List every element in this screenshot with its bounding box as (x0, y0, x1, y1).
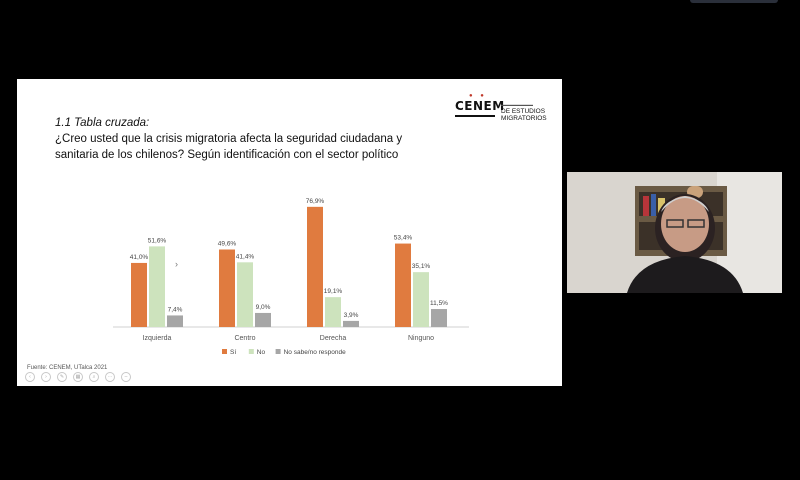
data-label-2-2: 3,9% (344, 312, 359, 319)
category-label-0: Izquierda (143, 335, 172, 342)
presenter-controls: ‹ › ✎ ▦ ⌕ ⋯ – (25, 372, 140, 382)
category-label-2: Derecha (320, 335, 347, 342)
logo-dots: ● ● (469, 93, 487, 99)
bar-1-2 (255, 312, 271, 327)
category-label-3: Ninguno (408, 335, 434, 342)
zoom-icon[interactable]: ⌕ (89, 372, 99, 382)
data-label-3-0: 53,4% (394, 235, 413, 242)
bar-3-2 (431, 309, 447, 327)
logo-mark: CENEM (455, 99, 505, 113)
category-label-1: Centro (234, 335, 255, 342)
participant-video-tile[interactable] (567, 172, 782, 293)
logo-line-2: MIGRATORIOS (501, 115, 547, 122)
legend-label-1: No (257, 349, 266, 356)
bar-0-1 (149, 246, 165, 327)
bar-chart: 41,0% 51,6% 7,4% Izquierda 49,6% 41,4% 9,0% Cen… (113, 198, 469, 356)
logo-line-1: DE ESTUDIOS (501, 108, 546, 115)
more-icon[interactable]: ⋯ (105, 372, 115, 382)
participant-hair (661, 196, 709, 212)
participant-video-frame (567, 172, 782, 293)
logo-underline (455, 115, 495, 117)
bar-2-1 (325, 297, 341, 327)
data-label-2-0: 76,9% (306, 198, 325, 205)
bar-3-1 (413, 272, 429, 327)
legend-label-2: No sabe/no responde (284, 349, 347, 356)
bar-1-1 (237, 262, 253, 327)
slide-title: 1.1 Tabla cruzada: ¿Creo usted que la cr… (55, 115, 455, 163)
bar-2-0 (307, 206, 323, 327)
presentation-slide: 1.1 Tabla cruzada: ¿Creo usted que la cr… (17, 79, 562, 386)
chevron-left-icon[interactable]: ‹ (25, 372, 35, 382)
data-label-3-2: 11,5% (430, 300, 448, 307)
minus-icon[interactable]: – (121, 372, 131, 382)
legend-swatch-1 (248, 349, 254, 354)
data-label-0-2: 7,4% (168, 306, 183, 313)
bar-1-0 (219, 249, 235, 327)
logo-small-line: ▬▬▬▬▬▬▬▬ (501, 102, 533, 107)
data-label-0-0: 41,0% (130, 254, 149, 261)
slides-grid-icon[interactable]: ▦ (73, 372, 83, 382)
participant-face (661, 196, 709, 252)
data-label-1-1: 41,4% (236, 253, 255, 260)
chevron-right-icon[interactable]: › (41, 372, 51, 382)
bar-2-2 (343, 320, 359, 327)
source-note: Fuente: CENEM, UTalca 2021 (27, 365, 108, 371)
participant-shirt (627, 256, 743, 293)
data-label-3-1: 35,1% (412, 263, 431, 270)
bar-3-0 (395, 243, 411, 327)
top-toolbar-handle[interactable] (690, 0, 778, 3)
pen-icon[interactable]: ✎ (57, 372, 67, 382)
data-label-2-1: 19,1% (324, 288, 343, 295)
data-label-1-0: 49,6% (218, 241, 237, 248)
bar-0-2 (167, 315, 183, 327)
slide-question-line-2: sanitaria de los chilenos? Según identif… (55, 149, 399, 161)
slide-question-line-1: ¿Creo usted que la crisis migratoria afe… (55, 133, 403, 145)
slide-heading: 1.1 Tabla cruzada: (55, 117, 150, 129)
data-label-0-1: 51,6% (148, 237, 167, 244)
logo-text: ▬▬▬▬▬▬▬▬ DE ESTUDIOS MIGRATORIOS (501, 101, 547, 122)
mouse-cursor-icon: › (175, 259, 178, 269)
bar-0-0 (131, 262, 147, 327)
legend-label-0: Sí (230, 349, 236, 356)
cenem-logo: ● ● CENEM ▬▬▬▬▬▬▬▬ DE ESTUDIOS MIGRATORI… (455, 93, 555, 125)
legend-swatch-2 (275, 349, 281, 354)
legend-swatch-0 (222, 349, 227, 354)
data-label-1-2: 9,0% (256, 304, 271, 311)
